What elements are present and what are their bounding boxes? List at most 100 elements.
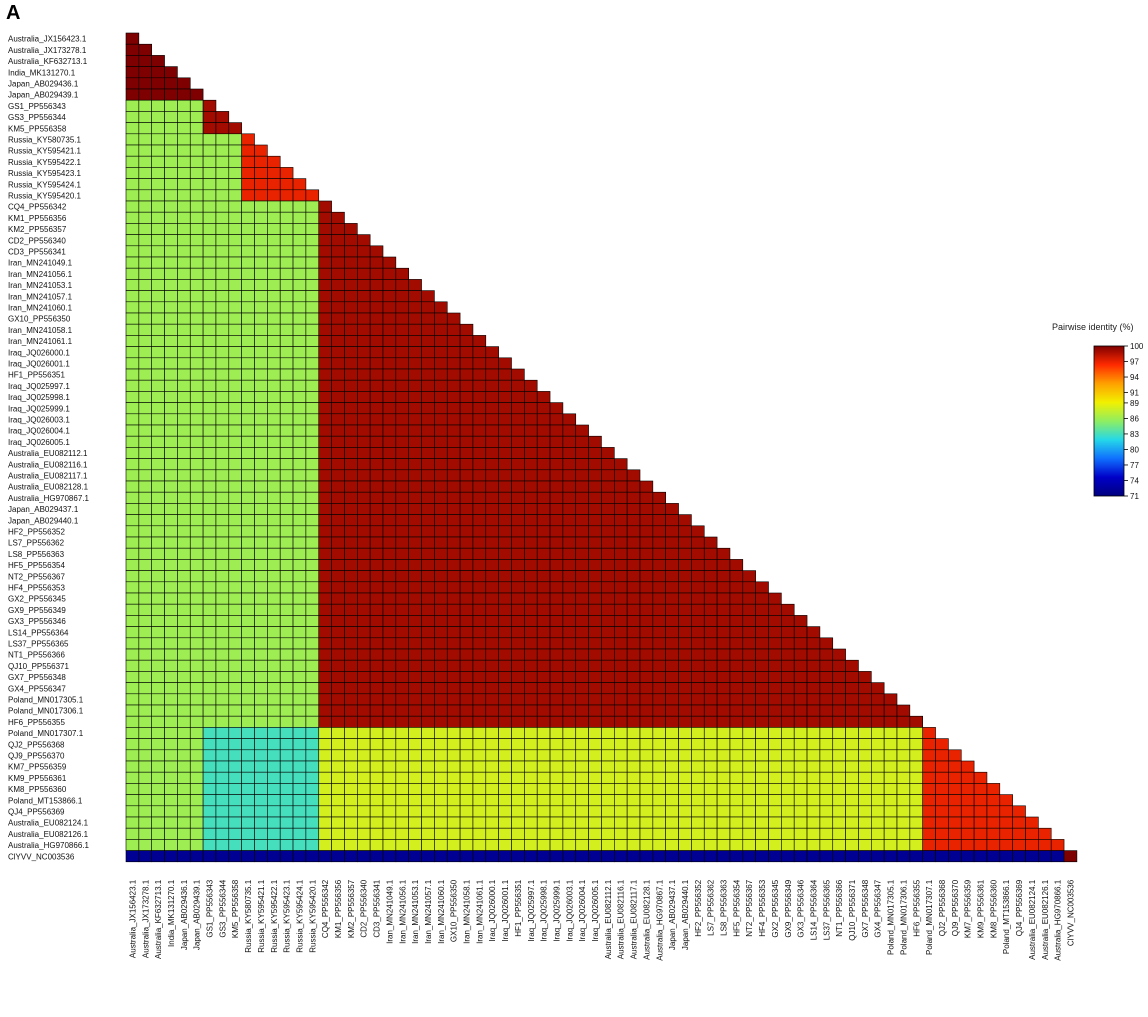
heatmap-cell [344, 547, 358, 560]
heatmap-cell [202, 155, 217, 168]
heatmap-cell [202, 637, 217, 650]
heatmap-cell [652, 536, 666, 549]
heatmap-cell [421, 480, 435, 493]
heatmap-cell [151, 480, 165, 493]
heatmap-cell [395, 379, 410, 392]
heatmap-cell [292, 671, 307, 683]
heatmap-cell [421, 581, 435, 594]
heatmap-cell [125, 727, 140, 739]
heatmap-cell [511, 715, 525, 728]
heatmap-cell [292, 234, 307, 247]
heatmap-cell [511, 525, 525, 538]
heatmap-cell [331, 637, 345, 650]
heatmap-cell [639, 637, 654, 650]
heatmap-cell [344, 671, 358, 683]
heatmap-cell [678, 715, 692, 728]
heatmap-cell [164, 402, 178, 415]
heatmap-cell [125, 77, 140, 90]
heatmap-cell [395, 839, 410, 851]
heatmap-cell [228, 525, 242, 538]
heatmap-cell [870, 783, 885, 795]
heatmap-cell [125, 671, 140, 683]
heatmap-cell [613, 648, 628, 661]
heatmap-cell [446, 469, 461, 482]
heatmap-cell [729, 850, 744, 863]
heatmap-cell [164, 525, 178, 538]
heatmap-cell [408, 391, 422, 403]
heatmap-cell [138, 458, 153, 471]
heatmap-cell [151, 570, 165, 583]
heatmap-cell [536, 480, 551, 493]
heatmap-cell [292, 211, 307, 224]
heatmap-cell [446, 312, 461, 325]
heatmap-cell [151, 312, 165, 325]
heatmap-cell [254, 626, 268, 639]
heatmap-cell [305, 816, 320, 829]
heatmap-cell [588, 615, 602, 627]
heatmap-cell [177, 133, 191, 146]
heatmap-cell [601, 827, 615, 840]
heatmap-cell [177, 671, 191, 683]
heatmap-cell [202, 323, 217, 336]
heatmap-cell [549, 514, 564, 527]
heatmap-cell [305, 312, 320, 325]
heatmap-cell [331, 805, 345, 818]
heatmap-cell [125, 514, 140, 527]
heatmap-cell [177, 816, 191, 829]
heatmap-cell [138, 491, 153, 504]
heatmap-cell [742, 760, 756, 773]
heatmap-cell [177, 279, 191, 291]
heatmap-cell [434, 323, 448, 336]
heatmap-cell [999, 816, 1013, 829]
heatmap-cell [267, 648, 281, 661]
heatmap-cell [498, 458, 512, 471]
heatmap-cell [215, 391, 230, 403]
heatmap-cell [639, 559, 654, 571]
column-label: QJ4_PP556369 [1015, 879, 1024, 936]
heatmap-cell [254, 727, 268, 739]
heatmap-cell [138, 301, 153, 314]
heatmap-cell [434, 783, 448, 795]
heatmap-cell [549, 816, 564, 829]
heatmap-cell [215, 637, 230, 650]
heatmap-cell [691, 693, 705, 706]
heatmap-cell [177, 637, 191, 650]
heatmap-cell [485, 738, 499, 751]
heatmap-cell [511, 771, 525, 784]
heatmap-cell [254, 570, 268, 583]
heatmap-cell [177, 256, 191, 269]
heatmap-cell [382, 659, 397, 672]
heatmap-cell [652, 839, 666, 851]
heatmap-cell [793, 794, 808, 807]
heatmap-cell [292, 256, 307, 269]
heatmap-cell [331, 458, 345, 471]
heatmap-cell [434, 559, 448, 571]
heatmap-cell [177, 727, 191, 739]
heatmap-cell [125, 603, 140, 616]
heatmap-cell [267, 491, 281, 504]
heatmap-cell [742, 816, 756, 829]
heatmap-cell [408, 615, 422, 627]
column-label: LS37_PP556365 [822, 879, 831, 940]
heatmap-cell [215, 547, 230, 560]
heatmap-cell [125, 88, 140, 101]
heatmap-cell [125, 648, 140, 661]
heatmap-cell [215, 738, 230, 751]
heatmap-cell [793, 704, 808, 717]
heatmap-cell [241, 379, 255, 392]
heatmap-cell [382, 648, 397, 661]
heatmap-cell [202, 402, 217, 415]
heatmap-cell [935, 839, 949, 851]
heatmap-cell [241, 615, 255, 627]
row-label: Iraq_JQ026004.1 [8, 427, 70, 436]
heatmap-cell [138, 682, 153, 695]
heatmap-cell [613, 727, 628, 739]
heatmap-cell [189, 413, 204, 426]
heatmap-cell [331, 424, 345, 437]
legend-tick-label: 71 [1130, 492, 1139, 501]
heatmap-cell [267, 290, 281, 303]
heatmap-cell [189, 783, 204, 795]
heatmap-cell [408, 682, 422, 695]
heatmap-cell [665, 704, 679, 717]
heatmap-cell [408, 514, 422, 527]
